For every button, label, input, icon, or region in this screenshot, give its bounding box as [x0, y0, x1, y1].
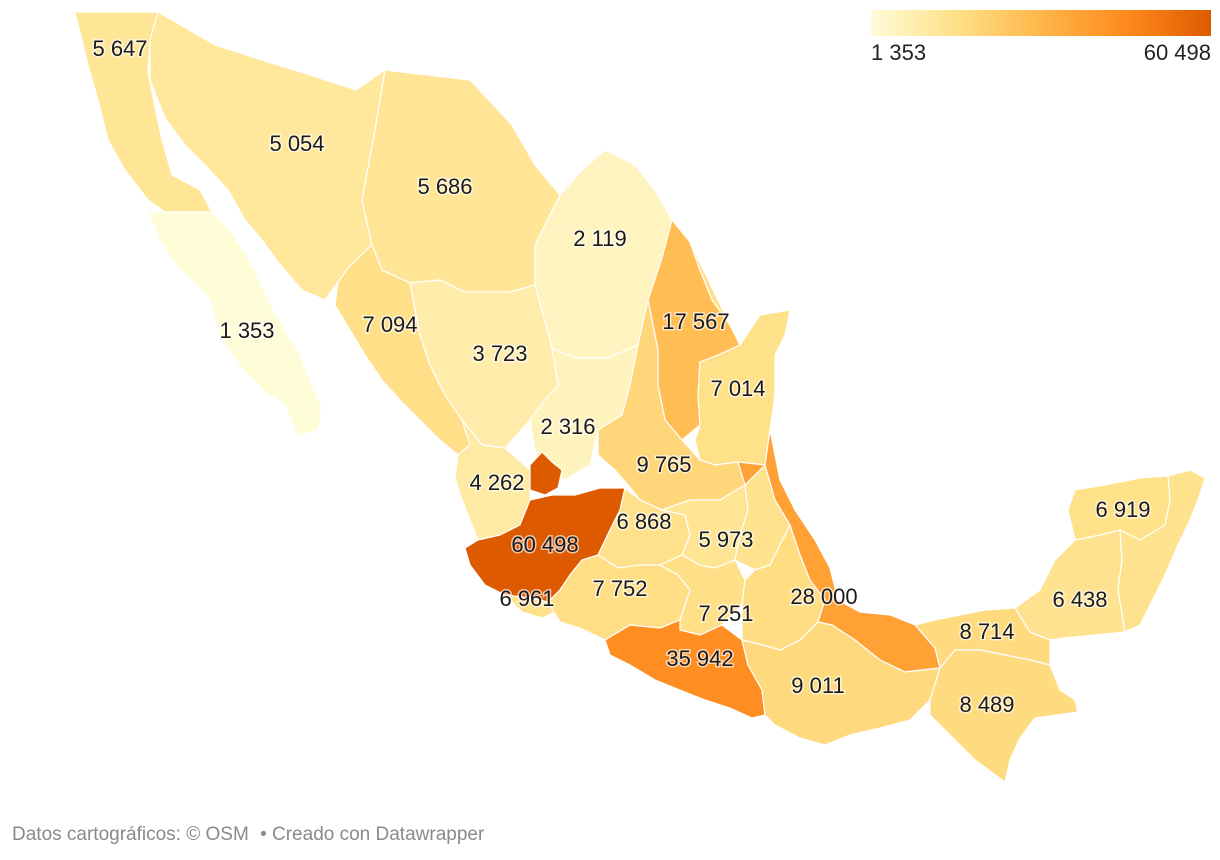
value-label-campeche: 6 438 [1052, 587, 1107, 612]
color-legend: 1 353 60 498 [871, 10, 1211, 65]
value-label-baja-california: 5 647 [92, 36, 147, 61]
value-label-zacatecas: 2 316 [540, 414, 595, 439]
region-quintana-roo[interactable] [1117, 469, 1206, 633]
credit-text: • Creado con Datawrapper [260, 824, 485, 845]
value-label-tabasco: 8 714 [959, 619, 1014, 644]
value-label-chihuahua: 5 686 [417, 174, 472, 199]
states-layer [74, 11, 1206, 784]
value-label-coahuila: 2 119 [573, 226, 626, 251]
region-aguascalientes[interactable] [529, 451, 563, 496]
value-label-baja-california-sur: 1 353 [219, 318, 274, 343]
region-sonora[interactable] [149, 11, 386, 301]
value-label-sinaloa: 7 094 [362, 312, 417, 337]
region-chiapas[interactable] [929, 649, 1079, 784]
region-campeche[interactable] [1014, 529, 1126, 641]
value-label-san-luis-potosi: 9 765 [636, 452, 691, 477]
legend-max-label: 60 498 [1144, 40, 1211, 65]
value-label-yucatan: 6 919 [1095, 497, 1150, 522]
value-label-guanajuato: 6 868 [616, 509, 671, 534]
value-label-oaxaca: 9 011 [791, 673, 844, 698]
value-label-nuevo-leon: 17 567 [662, 309, 729, 334]
region-baja-california[interactable] [74, 11, 214, 213]
value-label-michoacan: 7 752 [592, 576, 647, 601]
value-label-mexico: 7 251 [698, 601, 753, 626]
footer-credits: Datos cartográficos: © OSM • Creado con … [12, 824, 490, 846]
legend-min-label: 1 353 [871, 40, 926, 65]
value-label-veracruz: 28 000 [790, 584, 857, 609]
value-label-chiapas: 8 489 [959, 692, 1014, 717]
value-label-jalisco: 60 498 [511, 532, 578, 557]
value-label-queretaro: 5 973 [698, 527, 753, 552]
value-label-durango: 3 723 [472, 341, 527, 366]
value-label-sonora: 5 054 [269, 131, 324, 156]
region-baja-california-sur[interactable] [147, 211, 323, 438]
legend-gradient-bar [871, 10, 1211, 36]
value-label-tamaulipas: 7 014 [710, 376, 765, 401]
value-label-colima: 6 961 [499, 586, 554, 611]
value-label-guerrero: 35 942 [666, 646, 733, 671]
region-mexico[interactable] [658, 554, 746, 636]
attribution-text: Datos cartográficos: © OSM [12, 824, 249, 845]
value-label-nayarit: 4 262 [469, 470, 524, 495]
value-labels: 5 647 5 054 5 686 2 119 1 353 7 094 3 723 17 56… [91, 34, 1152, 718]
